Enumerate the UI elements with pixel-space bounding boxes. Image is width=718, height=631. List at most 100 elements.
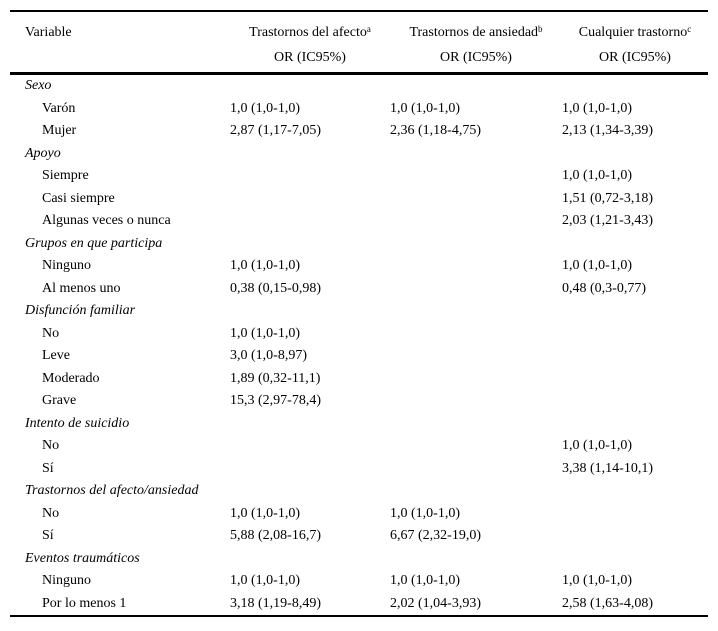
or-value-cell <box>230 458 390 481</box>
row-label: Varón <box>42 100 76 116</box>
or-value-cell: 1,0 (1,0-1,0) <box>390 100 460 116</box>
or-value-cell: 2,36 (1,18-4,75) <box>390 123 481 139</box>
table-row: Sí 3,38 (1,14-10,1) <box>10 458 708 481</box>
section-row: Trastornos del afecto/ansiedad <box>10 480 708 503</box>
paper-table-region: Variable Trastornos del afectoa OR (IC95… <box>10 10 708 617</box>
or-value-cell: 1,0 (1,0-1,0) <box>230 505 300 521</box>
or-value-cell: 1,0 (1,0-1,0) <box>390 573 460 589</box>
table-row: Sí 5,88 (2,08-16,7) 6,67 (2,32-19,0) <box>10 525 708 548</box>
table-row: Ninguno 1,0 (1,0-1,0) 1,0 (1,0-1,0) <box>10 255 708 278</box>
or-value-cell: 1,89 (0,32-11,1) <box>230 370 321 386</box>
or-value-cell: 1,0 (1,0-1,0) <box>230 325 300 341</box>
or-value-cell: 15,3 (2,97-78,4) <box>230 393 321 409</box>
or-value-cell: 1,0 (1,0-1,0) <box>230 573 300 589</box>
row-label: Sí <box>42 528 54 544</box>
or-value-cell <box>390 165 562 188</box>
or-value-cell <box>390 278 562 301</box>
section-row: Grupos en que participa <box>10 233 708 256</box>
or-value-cell <box>390 458 562 481</box>
or-value-cell <box>562 390 708 413</box>
column-subheader-cualquier: OR (IC95%) <box>599 50 671 65</box>
table-row: Algunas veces o nunca 2,03 (1,21-3,43) <box>10 210 708 233</box>
row-label: No <box>42 505 60 521</box>
table-row: No 1,0 (1,0-1,0) <box>10 435 708 458</box>
or-value-cell <box>562 368 708 391</box>
or-value-cell <box>230 435 390 458</box>
column-header-cualquier-label: Cualquier trastornoc <box>562 12 708 41</box>
table-body: Sexo Varón 1,0 (1,0-1,0) 1,0 (1,0-1,0) 1,0 (… <box>10 74 708 617</box>
row-label: Al menos uno <box>42 280 121 296</box>
row-label: Leve <box>42 348 70 364</box>
row-label: Casi siempre <box>42 190 115 206</box>
section-title: Apoyo <box>25 145 61 161</box>
table-row: Moderado 1,89 (0,32-11,1) <box>10 368 708 391</box>
footnote-marker-a: a <box>366 24 371 34</box>
section-title: Disfunción familiar <box>25 303 136 319</box>
column-header-cualquier-text: Cualquier trastorno <box>578 25 688 40</box>
section-row: Sexo <box>10 74 708 98</box>
table-row: No 1,0 (1,0-1,0) <box>10 323 708 346</box>
or-value-cell: 1,0 (1,0-1,0) <box>562 258 632 274</box>
row-label: Ninguno <box>42 258 91 274</box>
or-value-cell: 3,38 (1,14-10,1) <box>562 460 653 476</box>
row-label: No <box>42 325 60 341</box>
or-value-cell <box>230 165 390 188</box>
row-label: Grave <box>42 393 77 409</box>
or-value-cell: 6,67 (2,32-19,0) <box>390 528 481 544</box>
section-title: Grupos en que participa <box>25 235 163 251</box>
or-value-cell: 1,51 (0,72-3,18) <box>562 190 653 206</box>
or-value-cell <box>390 210 562 233</box>
or-value-cell <box>390 323 562 346</box>
or-value-cell: 0,38 (0,15-0,98) <box>230 280 321 296</box>
section-row: Intento de suicidio <box>10 413 708 436</box>
or-value-cell: 1,0 (1,0-1,0) <box>390 505 460 521</box>
table-row: Varón 1,0 (1,0-1,0) 1,0 (1,0-1,0) 1,0 (1,0-… <box>10 98 708 121</box>
or-value-cell: 3,18 (1,19-8,49) <box>230 595 321 611</box>
table-header: Variable Trastornos del afectoa OR (IC95… <box>10 11 708 74</box>
or-value-cell <box>390 188 562 211</box>
or-value-cell: 5,88 (2,08-16,7) <box>230 528 321 544</box>
or-value-cell <box>390 345 562 368</box>
section-title: Sexo <box>25 78 52 94</box>
section-row: Eventos traumáticos <box>10 548 708 571</box>
footnote-marker-c: c <box>687 24 692 34</box>
header-row: Variable Trastornos del afectoa OR (IC95… <box>10 11 708 74</box>
column-header-afecto-text: Trastornos del afecto <box>249 25 367 40</box>
table-row: Siempre 1,0 (1,0-1,0) <box>10 165 708 188</box>
row-label: Por lo menos 1 <box>42 595 127 611</box>
column-header-cualquier: Cualquier trastornoc OR (IC95%) <box>562 11 708 74</box>
or-value-cell: 1,0 (1,0-1,0) <box>230 258 300 274</box>
or-value-cell: 1,0 (1,0-1,0) <box>562 100 632 116</box>
column-header-ansiedad: Trastornos de ansiedadb OR (IC95%) <box>390 11 562 74</box>
column-header-variable: Variable <box>10 11 230 74</box>
column-header-afecto-label: Trastornos del afectoa <box>230 12 390 41</box>
or-value-cell <box>230 188 390 211</box>
column-header-ansiedad-label: Trastornos de ansiedadb <box>390 12 562 41</box>
table-row: Mujer 2,87 (1,17-7,05) 2,36 (1,18-4,75) 2,1… <box>10 120 708 143</box>
or-value-cell: 1,0 (1,0-1,0) <box>562 573 632 589</box>
table-row: Leve 3,0 (1,0-8,97) <box>10 345 708 368</box>
or-value-cell: 2,13 (1,34-3,39) <box>562 123 653 139</box>
row-label: Ninguno <box>42 573 91 589</box>
table-row: Casi siempre 1,51 (0,72-3,18) <box>10 188 708 211</box>
or-value-cell <box>562 503 708 526</box>
section-title: Eventos traumáticos <box>25 550 140 566</box>
or-value-cell: 1,0 (1,0-1,0) <box>230 100 300 116</box>
table-row: Ninguno 1,0 (1,0-1,0) 1,0 (1,0-1,0) 1,0 (1,… <box>10 570 708 593</box>
footnote-marker-b: b <box>538 24 543 34</box>
or-value-cell <box>562 345 708 368</box>
table-row: No 1,0 (1,0-1,0) 1,0 (1,0-1,0) <box>10 503 708 526</box>
or-value-cell <box>562 323 708 346</box>
or-value-cell <box>230 210 390 233</box>
row-label: Mujer <box>42 123 77 139</box>
or-value-cell: 0,48 (0,3-0,77) <box>562 280 646 296</box>
row-label: Moderado <box>42 370 100 386</box>
row-label: Sí <box>42 460 54 476</box>
section-row: Apoyo <box>10 143 708 166</box>
section-title: Intento de suicidio <box>25 415 130 431</box>
column-header-afecto: Trastornos del afectoa OR (IC95%) <box>230 11 390 74</box>
table-row: Grave 15,3 (2,97-78,4) <box>10 390 708 413</box>
or-value-cell <box>390 255 562 278</box>
table-row: Al menos uno 0,38 (0,15-0,98) 0,48 (0,3-0,… <box>10 278 708 301</box>
column-subheader-afecto: OR (IC95%) <box>274 50 346 65</box>
